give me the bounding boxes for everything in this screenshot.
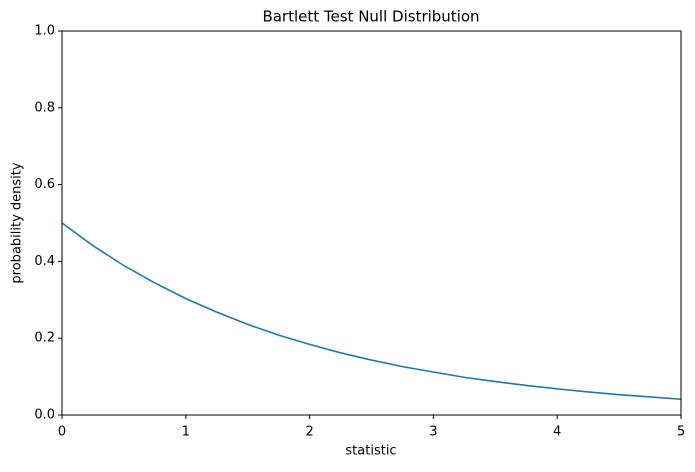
chart-title: Bartlett Test Null Distribution bbox=[262, 8, 479, 26]
y-tick-label: 0.2 bbox=[34, 331, 55, 346]
plot-frame bbox=[61, 30, 682, 416]
y-axis-label: probability density bbox=[10, 162, 25, 283]
y-tick-label: 0.6 bbox=[34, 177, 55, 192]
x-tick-label: 3 bbox=[429, 425, 437, 440]
x-tick-label: 1 bbox=[182, 425, 190, 440]
x-tick-label: 4 bbox=[553, 425, 561, 440]
y-tick-label: 0.8 bbox=[34, 100, 55, 115]
x-axis-label: statistic bbox=[345, 444, 396, 459]
line-series bbox=[61, 222, 682, 401]
x-tick-label: 5 bbox=[677, 425, 685, 440]
x-tick-label: 2 bbox=[305, 425, 313, 440]
x-tick-label: 0 bbox=[58, 425, 66, 440]
y-tick-label: 1.0 bbox=[34, 24, 55, 39]
y-tick-label: 0.4 bbox=[34, 254, 55, 269]
y-tick-label: 0.0 bbox=[34, 408, 55, 423]
